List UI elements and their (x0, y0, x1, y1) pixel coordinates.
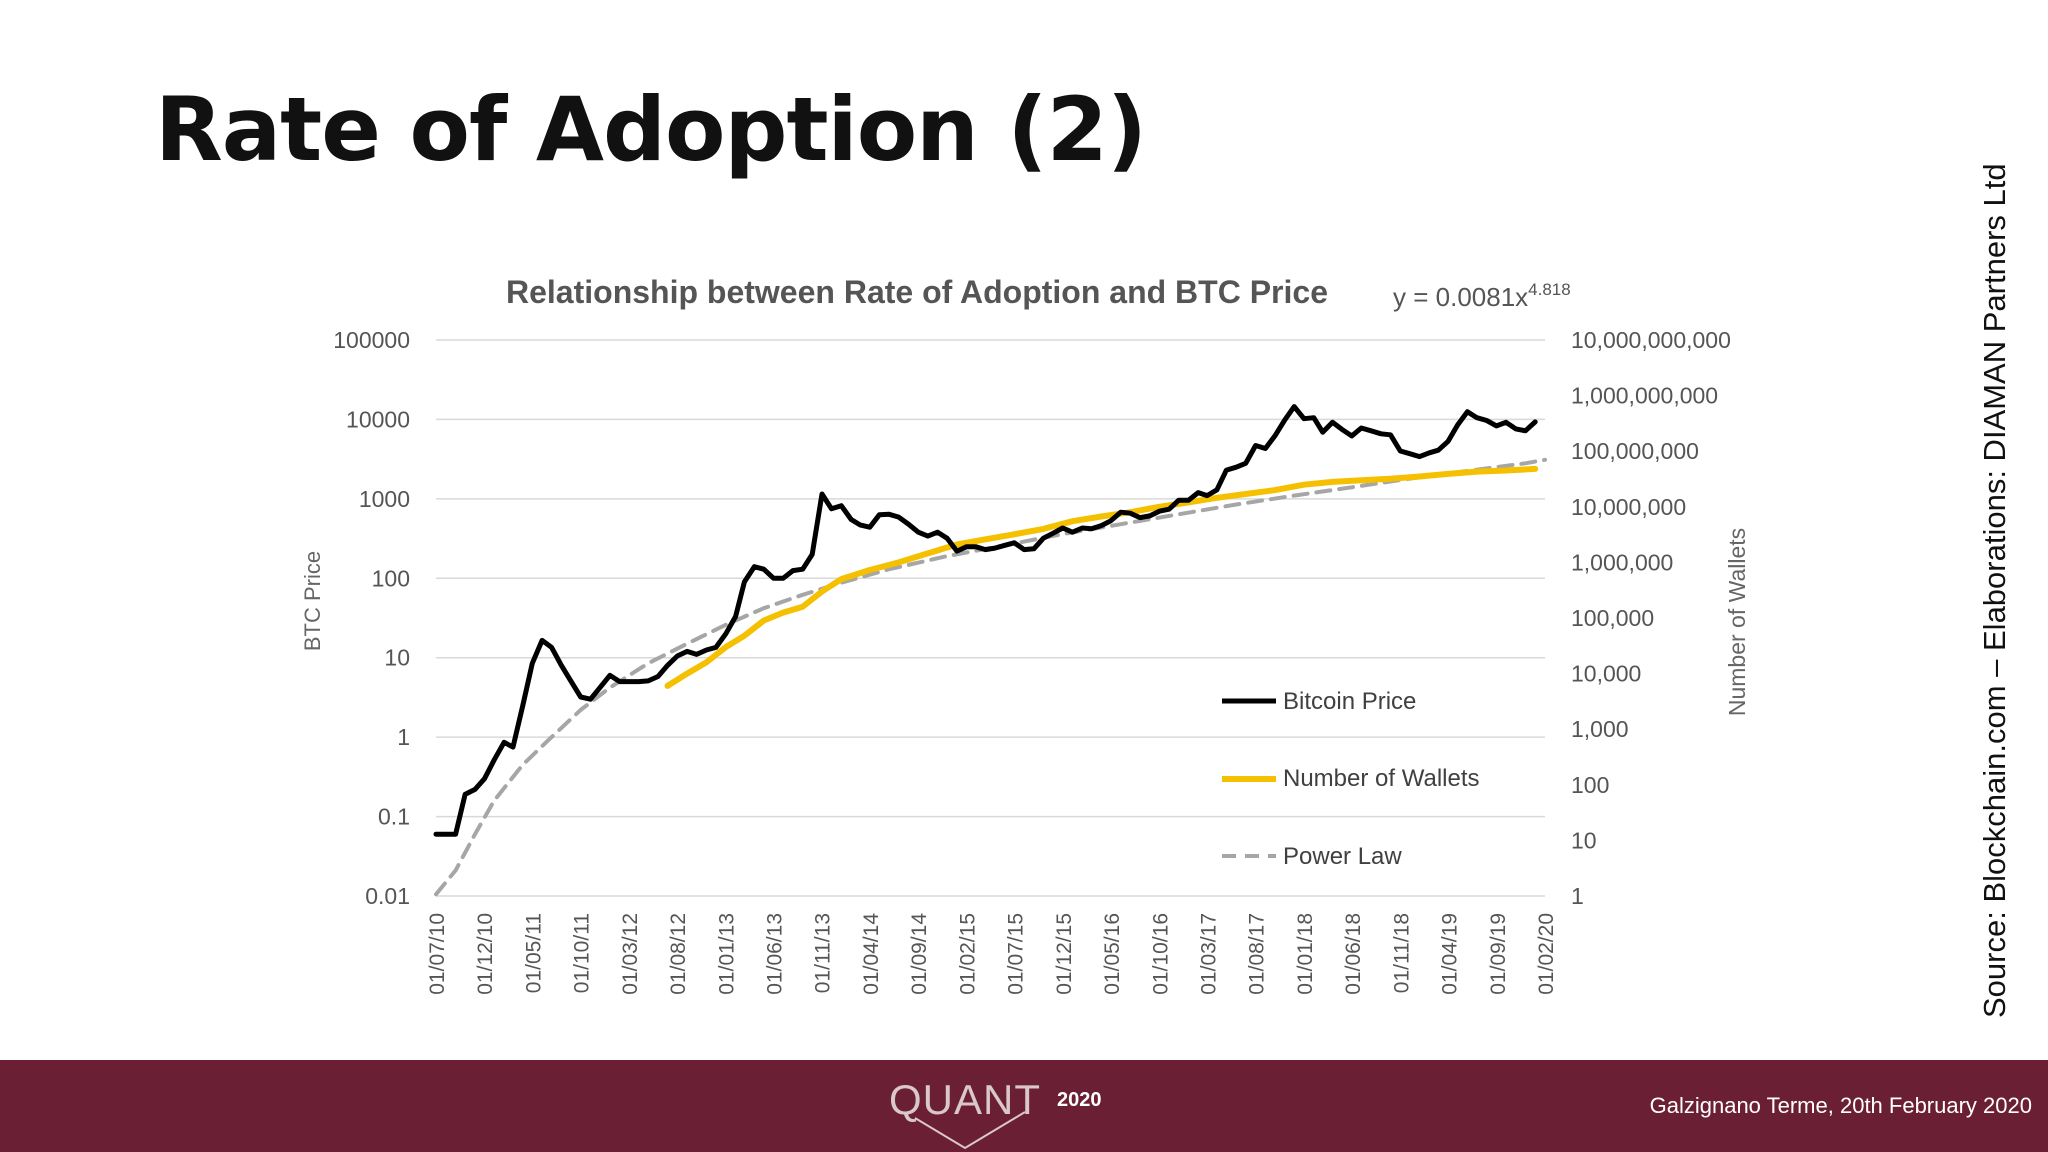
left-tick-label: 10 (384, 645, 410, 671)
left-tick-label: 10000 (346, 406, 410, 432)
right-tick-label: 10,000,000 (1571, 494, 1686, 520)
x-tick-label: 01/02/15 (956, 913, 979, 995)
right-tick-label: 1,000 (1571, 716, 1629, 742)
left-axis: 100000 10000 1000 100 10 1 0.1 0.01 (333, 327, 410, 909)
right-tick-label: 1 (1571, 883, 1584, 909)
right-tick-label: 10,000,000,000 (1571, 327, 1731, 353)
series-layer (433, 404, 1547, 897)
right-tick-label: 1,000,000 (1571, 549, 1673, 575)
left-tick-label: 100000 (333, 327, 410, 353)
x-tick-label: 01/08/17 (1246, 913, 1269, 995)
right-axis: 10,000,000,000 1,000,000,000 100,000,000 10… (1571, 327, 1731, 909)
left-tick-label: 0.01 (365, 883, 410, 909)
x-tick-label: 01/05/16 (1101, 913, 1124, 995)
series-line-number-of-wallets (664, 465, 1539, 689)
x-tick-label: 01/12/10 (474, 913, 497, 995)
right-axis-label: Number of Wallets (1724, 528, 1750, 716)
x-tick-label: 01/04/14 (860, 913, 883, 995)
left-tick-label: 0.1 (378, 804, 410, 830)
legend-label-wallets: Number of Wallets (1283, 765, 1480, 792)
slide-title: Rate of Adoption (2) (155, 78, 1147, 181)
right-tick-label: 100,000 (1571, 605, 1654, 631)
legend-item-power-law: Power Law (1222, 843, 1402, 870)
chart: Relationship between Rate of Adoption an… (300, 274, 1750, 995)
x-tick-label: 01/11/13 (812, 913, 835, 993)
x-tick-label: 01/06/13 (764, 913, 787, 995)
x-tick-label: 01/10/11 (571, 913, 594, 993)
chart-equation-exponent: 4.818 (1528, 280, 1571, 299)
x-tick-label: 01/08/12 (667, 913, 690, 995)
x-tick-label: 01/01/18 (1294, 913, 1317, 995)
series-line-power-law (434, 457, 1547, 897)
x-tick-label: 01/07/15 (1005, 913, 1028, 995)
chart-equation-base: y = 0.0081x (1393, 282, 1528, 312)
left-axis-label: BTC Price (300, 551, 325, 651)
series-line-bitcoin-price (433, 404, 1538, 837)
left-tick-label: 1 (397, 724, 410, 750)
footer-bar (0, 1060, 2048, 1152)
x-tick-label: 01/11/18 (1390, 913, 1413, 993)
x-tick-label: 01/01/13 (715, 913, 738, 995)
left-tick-label: 100 (372, 565, 410, 591)
x-tick-label: 01/03/17 (1197, 913, 1220, 995)
legend-label-price: Bitcoin Price (1283, 688, 1416, 715)
gridlines (436, 339, 1545, 897)
x-tick-label: 01/05/11 (522, 913, 545, 993)
x-tick-label: 01/09/19 (1487, 913, 1510, 995)
x-tick-label: 01/10/16 (1149, 913, 1172, 995)
x-tick-label: 01/03/12 (619, 913, 642, 995)
right-tick-label: 10 (1571, 827, 1597, 853)
x-tick-label: 01/09/14 (908, 913, 931, 995)
x-tick-label: 01/04/19 (1439, 913, 1462, 995)
footer-logo-chevron-icon (914, 1111, 1026, 1150)
left-tick-label: 1000 (359, 486, 410, 512)
footer-logo-year: 2020 (1057, 1089, 1102, 1111)
legend-item-price: Bitcoin Price (1222, 688, 1416, 715)
right-tick-label: 100 (1571, 772, 1609, 798)
legend-item-wallets: Number of Wallets (1222, 765, 1480, 792)
x-axis: 01/07/10 01/12/10 01/05/11 01/10/11 01/03/12… (426, 913, 1558, 995)
legend: Bitcoin Price Number of Wallets Power La… (1222, 688, 1480, 870)
footer-logo-text: QUANT (889, 1076, 1041, 1123)
source-note: Source: Blockchain.com – Elaborations: D… (1977, 163, 2012, 1018)
right-tick-label: 10,000 (1571, 661, 1641, 687)
chart-equation: y = 0.0081x4.818 (1393, 280, 1571, 312)
chart-title: Relationship between Rate of Adoption an… (506, 274, 1328, 310)
x-tick-label: 01/02/20 (1535, 913, 1558, 995)
legend-label-power-law: Power Law (1283, 843, 1402, 870)
footer-date: Galzignano Terme, 20th February 2020 (1649, 1093, 2032, 1118)
x-tick-label: 01/12/15 (1053, 913, 1076, 995)
footer-logo: QUANT 2020 (889, 1076, 1102, 1150)
x-tick-label: 01/06/18 (1342, 913, 1365, 995)
right-tick-label: 1,000,000,000 (1571, 383, 1718, 409)
x-tick-label: 01/07/10 (426, 913, 449, 995)
right-tick-label: 100,000,000 (1571, 438, 1699, 464)
